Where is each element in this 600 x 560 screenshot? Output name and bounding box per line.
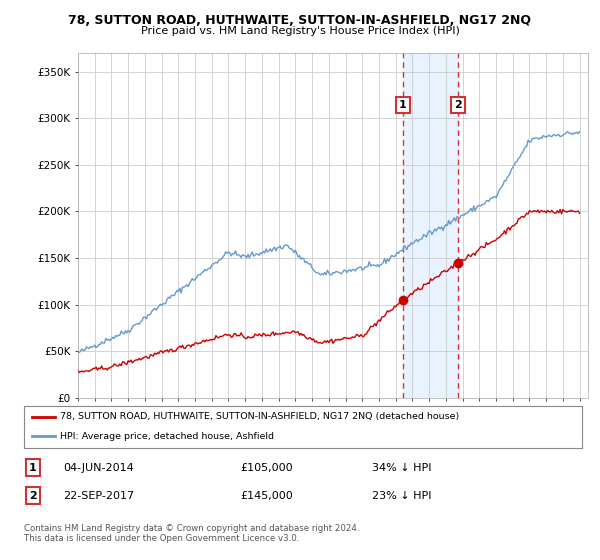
Text: 2: 2: [29, 491, 37, 501]
Text: 23% ↓ HPI: 23% ↓ HPI: [372, 491, 431, 501]
Text: 04-JUN-2014: 04-JUN-2014: [63, 463, 134, 473]
Bar: [403, 53, 458, 398]
Text: Price paid vs. HM Land Registry's House Price Index (HPI): Price paid vs. HM Land Registry's House …: [140, 26, 460, 36]
Text: 1: 1: [29, 463, 37, 473]
Text: 34% ↓ HPI: 34% ↓ HPI: [372, 463, 431, 473]
Text: HPI: Average price, detached house, Ashfield: HPI: Average price, detached house, Ashf…: [60, 432, 274, 441]
Text: Contains HM Land Registry data © Crown copyright and database right 2024.
This d: Contains HM Land Registry data © Crown c…: [24, 524, 359, 543]
Text: 78, SUTTON ROAD, HUTHWAITE, SUTTON-IN-ASHFIELD, NG17 2NQ: 78, SUTTON ROAD, HUTHWAITE, SUTTON-IN-AS…: [68, 14, 532, 27]
Text: 2: 2: [454, 100, 462, 110]
Text: £105,000: £105,000: [240, 463, 293, 473]
Text: 78, SUTTON ROAD, HUTHWAITE, SUTTON-IN-ASHFIELD, NG17 2NQ (detached house): 78, SUTTON ROAD, HUTHWAITE, SUTTON-IN-AS…: [60, 412, 460, 421]
Text: 22-SEP-2017: 22-SEP-2017: [63, 491, 134, 501]
Text: £145,000: £145,000: [240, 491, 293, 501]
Text: 1: 1: [399, 100, 407, 110]
